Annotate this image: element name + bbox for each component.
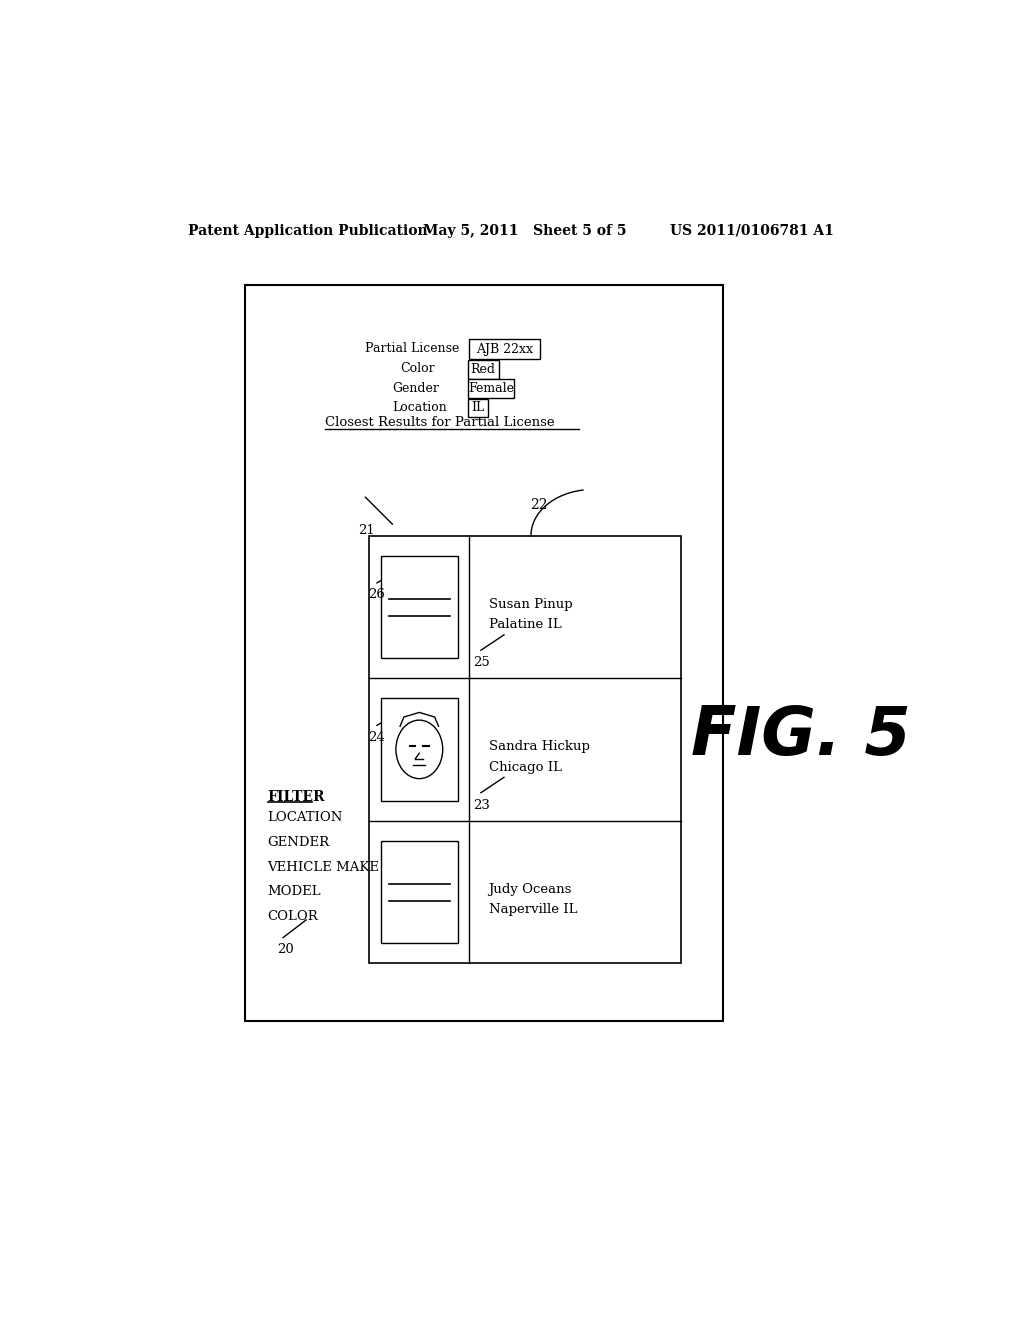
Text: Sandra Hickup: Sandra Hickup [488,741,590,754]
Text: Chicago IL: Chicago IL [488,760,561,774]
Text: Color: Color [400,363,434,375]
Text: Patent Application Publication: Patent Application Publication [188,224,428,238]
Text: COLOR: COLOR [267,909,318,923]
Text: Gender: Gender [392,381,439,395]
Bar [468,379,514,397]
Text: AJB 22xx: AJB 22xx [476,343,534,356]
Text: FILTER: FILTER [267,789,326,804]
Text: 21: 21 [357,524,375,537]
Bar [468,360,499,379]
Text: US 2011/0106781 A1: US 2011/0106781 A1 [670,224,834,238]
Text: FIG. 5: FIG. 5 [690,704,910,768]
Text: Location: Location [392,401,447,414]
Text: Judy Oceans: Judy Oceans [488,883,572,895]
Text: Red: Red [471,363,496,376]
Text: Female: Female [468,381,514,395]
Text: Naperville IL: Naperville IL [488,903,578,916]
Text: 24: 24 [368,731,384,743]
Text: MODEL: MODEL [267,886,322,899]
Text: Partial License: Partial License [366,342,460,355]
Text: 20: 20 [276,942,294,956]
Bar [245,285,724,1020]
Bar [381,698,458,801]
Text: Closest Results for Partial License: Closest Results for Partial License [325,416,554,429]
Text: Palatine IL: Palatine IL [488,619,561,631]
Text: 23: 23 [473,799,490,812]
Text: Susan Pinup: Susan Pinup [488,598,572,611]
Bar [381,841,458,942]
Text: 22: 22 [529,498,548,512]
Text: IL: IL [471,401,484,414]
Text: LOCATION: LOCATION [267,812,343,825]
Text: May 5, 2011   Sheet 5 of 5: May 5, 2011 Sheet 5 of 5 [423,224,627,238]
Bar [370,536,681,964]
Bar [468,399,487,417]
Bar [381,556,458,659]
Text: 25: 25 [473,656,489,669]
Bar [469,339,541,359]
Text: VEHICLE MAKE: VEHICLE MAKE [267,861,380,874]
Text: 26: 26 [368,589,385,601]
Text: GENDER: GENDER [267,836,330,849]
